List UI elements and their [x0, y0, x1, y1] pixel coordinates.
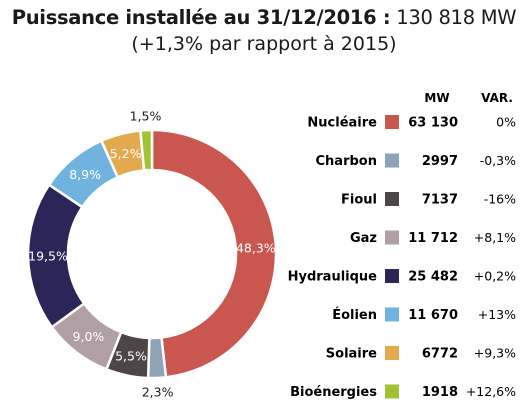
- legend-label-charbon: Charbon: [316, 154, 377, 169]
- legend-var-nucleaire: 0%: [496, 115, 516, 130]
- legend-row-gaz: Gaz 11 712 +8,1%: [350, 230, 516, 246]
- legend-header-var: VAR.: [481, 91, 513, 105]
- percent-label-fioul: 5,5%: [115, 348, 147, 363]
- legend-var-gaz: +8,1%: [474, 230, 516, 245]
- legend-label-eolien: Éolien: [332, 307, 377, 323]
- percent-label-charbon: 2,3%: [142, 384, 174, 399]
- percent-label-eolien: 8,9%: [69, 167, 101, 182]
- percent-label-bioenergies: 1,5%: [130, 109, 162, 124]
- legend-mw-fioul: 7137: [422, 193, 458, 208]
- legend-mw-bioenergies: 1918: [422, 385, 458, 400]
- percent-labels: 48,3% 2,3% 5,5% 9,0% 19,5% 8,9% 5,2% 1,5%: [28, 109, 276, 400]
- legend-label-hydraulique: Hydraulique: [288, 270, 378, 285]
- legend-row-charbon: Charbon 2997 -0,3%: [316, 153, 517, 169]
- slice-bioenergies: [138, 128, 154, 172]
- legend-swatch-solaire: [385, 346, 399, 360]
- legend-swatch-gaz: [385, 230, 399, 245]
- legend-swatch-nucleaire: [385, 115, 399, 129]
- title-value: 130 818 MW: [396, 6, 517, 29]
- slice-nucleaire: [150, 128, 278, 379]
- legend-label-fioul: Fioul: [341, 193, 377, 208]
- percent-label-gaz: 9,0%: [73, 329, 105, 344]
- legend-var-eolien: +13%: [478, 307, 516, 322]
- title-bold: Puissance installée au 31/12/2016 :: [11, 6, 391, 29]
- percent-label-nucleaire: 48,3%: [236, 241, 276, 256]
- legend-mw-eolien: 11 670: [408, 308, 458, 323]
- legend-label-bioenergies: Bioénergies: [290, 385, 377, 400]
- legend-mw-solaire: 6772: [422, 347, 458, 362]
- legend-row-bioenergies: Bioénergies 1918 +12,6%: [290, 384, 516, 400]
- legend-row-hydraulique: Hydraulique 25 482 +0,2%: [288, 269, 517, 285]
- legend-swatch-fioul: [385, 192, 399, 206]
- legend-label-gaz: Gaz: [350, 231, 377, 246]
- legend-mw-hydraulique: 25 482: [408, 270, 458, 285]
- percent-label-solaire: 5,2%: [110, 146, 142, 161]
- legend-label-solaire: Solaire: [326, 347, 377, 362]
- legend-row-nucleaire: Nucléaire 63 130 0%: [307, 115, 516, 131]
- legend-swatch-eolien: [385, 307, 399, 322]
- slice-charbon: [146, 336, 168, 380]
- chart-title: Puissance installée au 31/12/2016 : 130 …: [0, 6, 528, 29]
- legend: MW VAR. Nucléaire 63 130 0% Charbon 2997 -0,3…: [288, 91, 517, 400]
- legend-var-charbon: -0,3%: [480, 153, 516, 168]
- legend-label-nucleaire: Nucléaire: [307, 116, 377, 131]
- legend-mw-nucleaire: 63 130: [408, 116, 458, 131]
- legend-mw-charbon: 2997: [422, 154, 458, 169]
- legend-swatch-charbon: [385, 153, 399, 168]
- legend-row-fioul: Fioul 7137 -16%: [341, 192, 516, 208]
- legend-header-mw: MW: [424, 91, 449, 105]
- legend-row-solaire: Solaire 6772 +9,3%: [326, 346, 516, 362]
- legend-swatch-bioenergies: [385, 384, 399, 399]
- legend-swatch-hydraulique: [385, 269, 399, 283]
- legend-row-eolien: Éolien 11 670 +13%: [332, 307, 516, 323]
- percent-label-hydraulique: 19,5%: [28, 249, 68, 264]
- legend-mw-gaz: 11 712: [408, 231, 458, 246]
- chart-subtitle: (+1,3% par rapport à 2015): [131, 33, 397, 55]
- legend-var-bioenergies: +12,6%: [466, 384, 516, 399]
- legend-var-fioul: -16%: [484, 192, 516, 207]
- legend-var-solaire: +9,3%: [474, 346, 516, 361]
- legend-var-hydraulique: +0,2%: [474, 269, 516, 284]
- donut-slices: [26, 128, 278, 380]
